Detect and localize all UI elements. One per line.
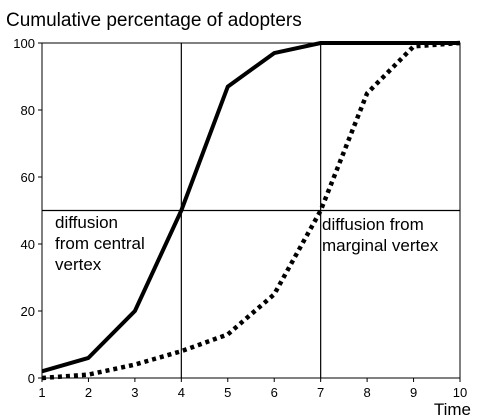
y-tick-label: 20 [21, 304, 35, 319]
x-tick-label: 2 [85, 385, 92, 400]
y-tick-label: 100 [13, 36, 35, 51]
x-tick-label: 9 [410, 385, 417, 400]
annotation-line: from central [55, 234, 145, 253]
x-tick-label: 10 [453, 385, 467, 400]
annotation-1: diffusion from central vertex [55, 213, 145, 274]
y-tick-label: 60 [21, 170, 35, 185]
y-axis-ticks: 0 20 40 60 80 100 [13, 36, 42, 386]
annotation-line: marginal vertex [322, 236, 439, 255]
x-axis-label: Time [434, 400, 471, 419]
x-axis-ticks: 1 2 3 4 5 6 7 8 9 10 [38, 378, 467, 400]
y-tick-label: 80 [21, 103, 35, 118]
x-tick-label: 6 [271, 385, 278, 400]
x-tick-label: 8 [363, 385, 370, 400]
y-tick-label: 40 [21, 237, 35, 252]
y-tick-label: 0 [28, 371, 35, 386]
x-tick-label: 4 [178, 385, 185, 400]
annotation-line: vertex [55, 255, 102, 274]
reference-lines [42, 43, 460, 378]
x-tick-label: 1 [38, 385, 45, 400]
annotation-line: diffusion from [322, 215, 424, 234]
x-tick-label: 3 [131, 385, 138, 400]
annotation-line: diffusion [55, 213, 118, 232]
x-tick-label: 7 [317, 385, 324, 400]
x-tick-label: 5 [224, 385, 231, 400]
series-line-solid [41, 41, 460, 374]
annotation-2: diffusion from marginal vertex [322, 215, 439, 255]
series-lines [41, 40, 461, 381]
chart-title: Cumulative percentage of adopters [6, 10, 302, 31]
